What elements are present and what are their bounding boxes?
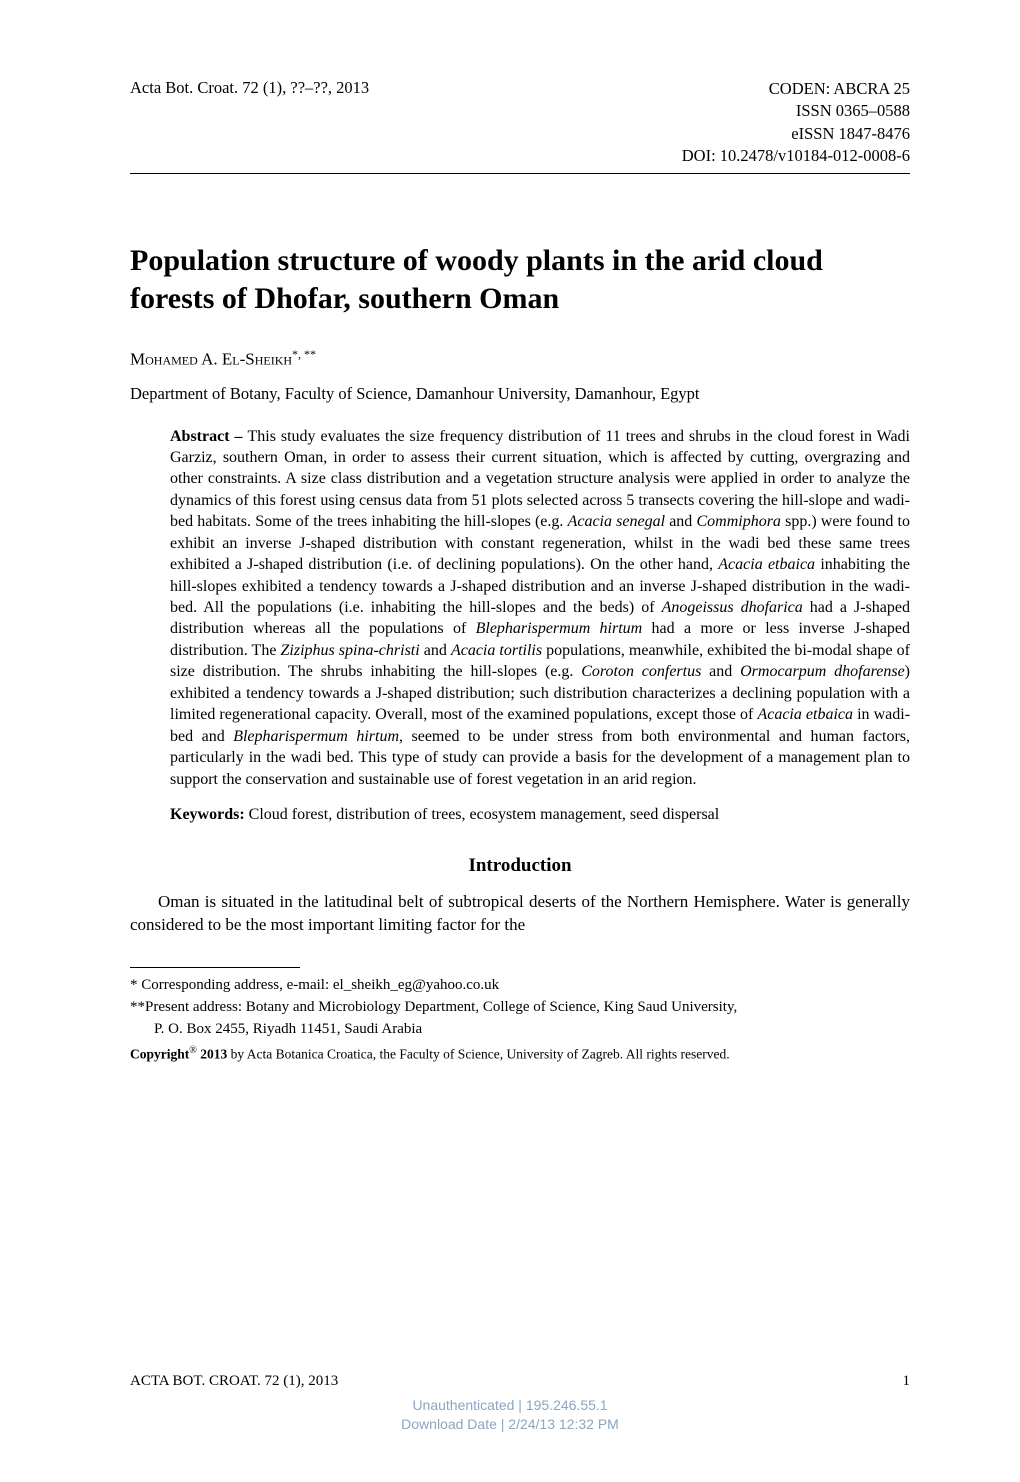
header-left: Acta Bot. Croat. 72 (1), ??–??, 2013 xyxy=(130,78,369,98)
article-title: Population structure of woody plants in … xyxy=(130,242,910,319)
author-superscript: *, ** xyxy=(292,347,316,361)
header-eissn: eISSN 1847-8476 xyxy=(682,123,910,145)
footnote-corresponding: * Corresponding address, e-mail: el_shei… xyxy=(130,976,910,996)
author-line: Mohamed A. El-Sheikh*, ** xyxy=(130,347,910,370)
page-footer: ACTA BOT. CROAT. 72 (1), 2013 1 xyxy=(130,1373,910,1390)
footnote-separator xyxy=(130,967,300,968)
running-header: Acta Bot. Croat. 72 (1), ??–??, 2013 COD… xyxy=(130,78,910,167)
copyright-line: Copyright® 2013 by Acta Botanica Croatic… xyxy=(130,1045,910,1063)
abstract-label: Abstract – xyxy=(170,428,247,445)
footer-page-number: 1 xyxy=(903,1373,911,1390)
abstract-body: This study evaluates the size frequency … xyxy=(170,428,910,788)
registered-symbol: ® xyxy=(189,1045,197,1056)
abstract-paragraph: Abstract – This study evaluates the size… xyxy=(170,426,910,790)
affiliation: Department of Botany, Faculty of Science… xyxy=(130,384,910,404)
footnote-present-address-line2: P. O. Box 2455, Riyadh 11451, Saudi Arab… xyxy=(130,1020,910,1040)
header-doi: DOI: 10.2478/v10184-012-0008-6 xyxy=(682,145,910,167)
section-heading-introduction: Introduction xyxy=(130,855,910,877)
footnote-present-address-line1: **Present address: Botany and Microbiolo… xyxy=(130,998,910,1018)
author-name: Mohamed A. El-Sheikh xyxy=(130,350,292,369)
page-root: Acta Bot. Croat. 72 (1), ??–??, 2013 COD… xyxy=(0,0,1020,1482)
keywords-text: Cloud forest, distribution of trees, eco… xyxy=(245,806,720,823)
keywords-line: Keywords: Cloud forest, distribution of … xyxy=(170,804,910,825)
watermark-line1: Unauthenticated | 195.246.55.1 xyxy=(0,1396,1020,1415)
header-coden: CODEN: ABCRA 25 xyxy=(682,78,910,100)
download-watermark: Unauthenticated | 195.246.55.1 Download … xyxy=(0,1396,1020,1434)
footnotes: * Corresponding address, e-mail: el_shei… xyxy=(130,976,910,1039)
abstract-section: Abstract – This study evaluates the size… xyxy=(170,426,910,826)
watermark-line2: Download Date | 2/24/13 12:32 PM xyxy=(0,1415,1020,1434)
header-right: CODEN: ABCRA 25 ISSN 0365–0588 eISSN 184… xyxy=(682,78,910,167)
header-rule xyxy=(130,173,910,174)
copyright-word: Copyright xyxy=(130,1047,189,1062)
header-issn: ISSN 0365–0588 xyxy=(682,100,910,122)
copyright-rest: by Acta Botanica Croatica, the Faculty o… xyxy=(227,1047,729,1062)
footer-left: ACTA BOT. CROAT. 72 (1), 2013 xyxy=(130,1373,338,1390)
introduction-paragraph: Oman is situated in the latitudinal belt… xyxy=(130,891,910,937)
keywords-label: Keywords: xyxy=(170,806,245,823)
copyright-year: 2013 xyxy=(197,1047,227,1062)
